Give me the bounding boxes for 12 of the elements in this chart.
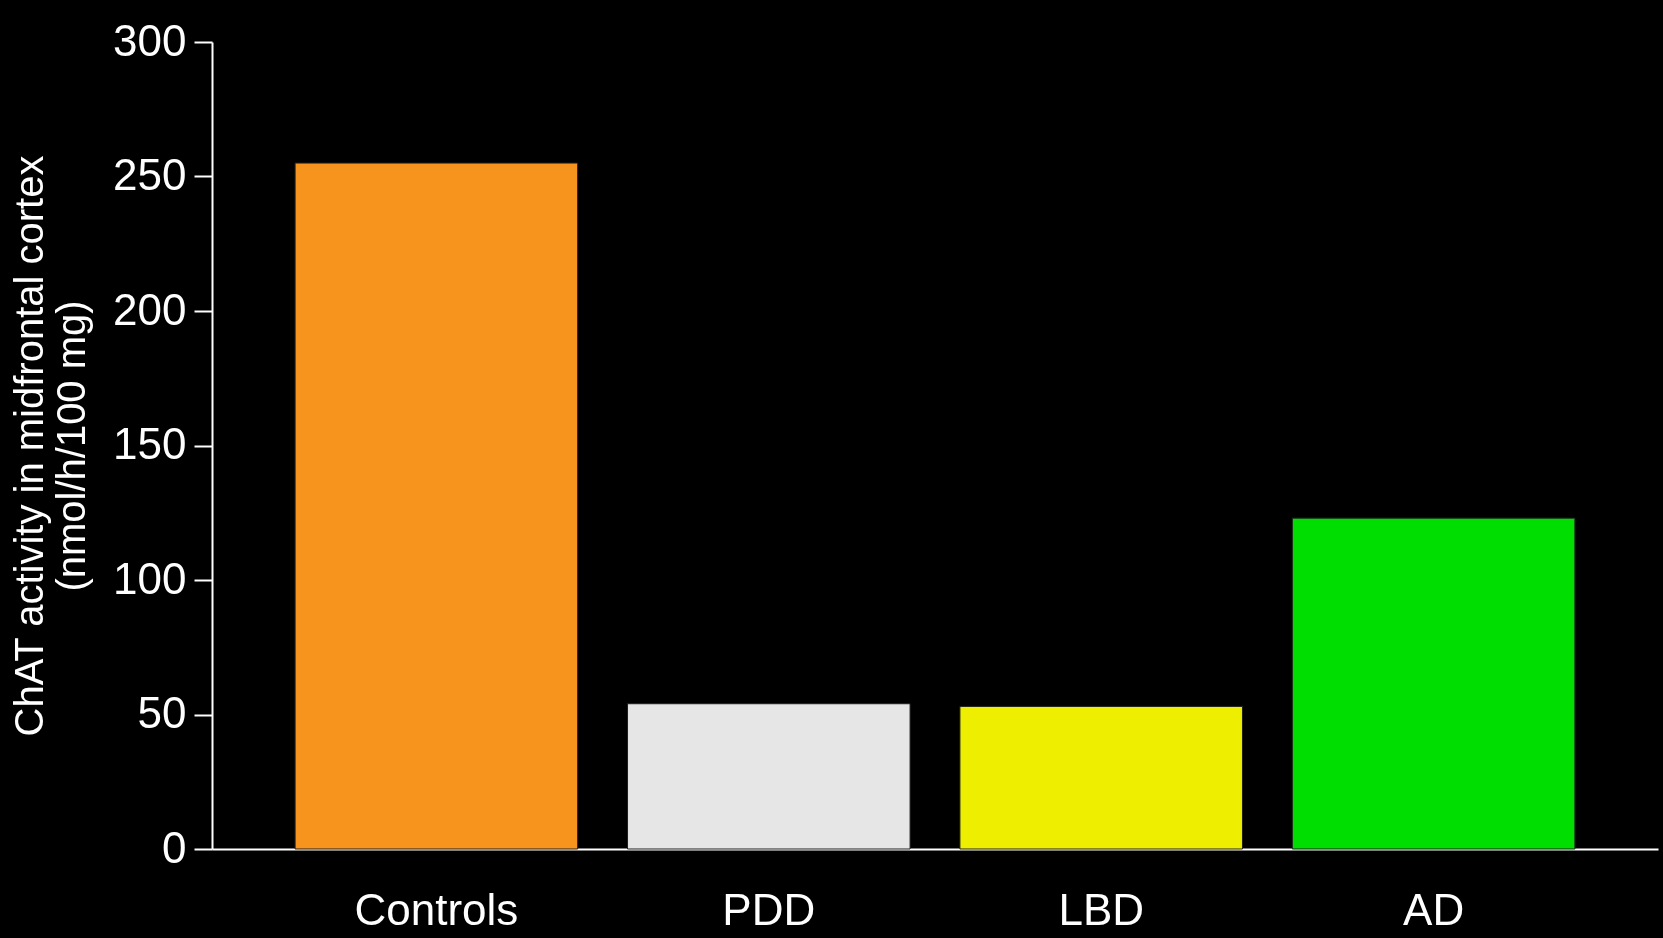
y-tick-label: 250 (113, 150, 187, 199)
y-axis-title: ChAT activity in midfrontal cortex (nmol/h/100 mg) (7, 155, 94, 737)
y-tick-label: 100 (113, 553, 187, 603)
y-tick-label: 300 (113, 15, 187, 65)
y-tick-label: 200 (113, 284, 187, 334)
x-tick-label: LBD (1058, 884, 1144, 934)
y-tick-label: 0 (162, 822, 187, 872)
y-tick-label: 50 (137, 688, 187, 737)
x-tick-label: Controls (354, 884, 519, 934)
x-tick-label: PDD (722, 884, 816, 934)
y-tick-label: 150 (113, 419, 187, 468)
x-tick-label: AD (1403, 884, 1465, 934)
